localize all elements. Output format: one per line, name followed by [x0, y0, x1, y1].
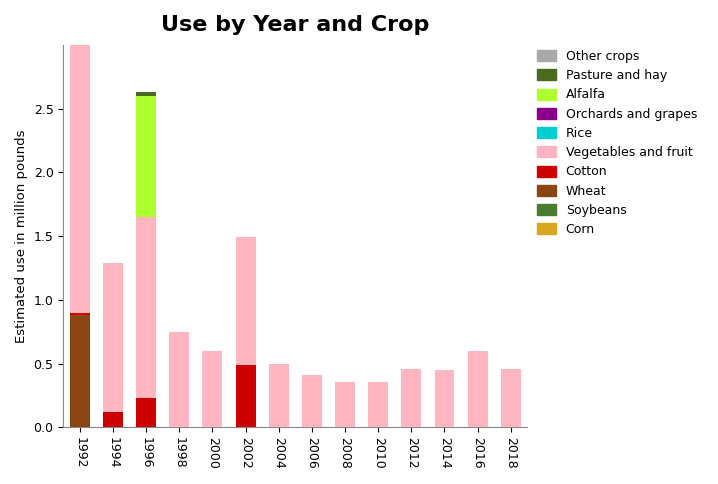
Bar — [302, 375, 322, 427]
Bar — [236, 238, 256, 365]
Legend: Other crops, Pasture and hay, Alfalfa, Orchards and grapes, Rice, Vegetables and: Other crops, Pasture and hay, Alfalfa, O… — [532, 45, 702, 241]
Bar — [136, 217, 156, 398]
Bar — [335, 381, 355, 427]
Bar — [467, 351, 488, 427]
Bar — [434, 370, 454, 427]
Title: Use by Year and Crop: Use by Year and Crop — [161, 15, 429, 35]
Bar — [169, 332, 190, 427]
Bar — [269, 363, 289, 427]
Bar — [70, 313, 90, 315]
Bar — [236, 365, 256, 427]
Bar — [368, 381, 388, 427]
Bar — [103, 263, 123, 412]
Y-axis label: Estimated use in million pounds: Estimated use in million pounds — [15, 129, 28, 343]
Bar — [70, 315, 90, 427]
Bar — [136, 398, 156, 427]
Bar — [136, 96, 156, 217]
Bar — [500, 369, 521, 427]
Bar — [70, 15, 90, 23]
Bar — [401, 369, 421, 427]
Bar — [136, 92, 156, 96]
Bar — [202, 351, 223, 427]
Bar — [103, 412, 123, 427]
Bar — [70, 23, 90, 313]
